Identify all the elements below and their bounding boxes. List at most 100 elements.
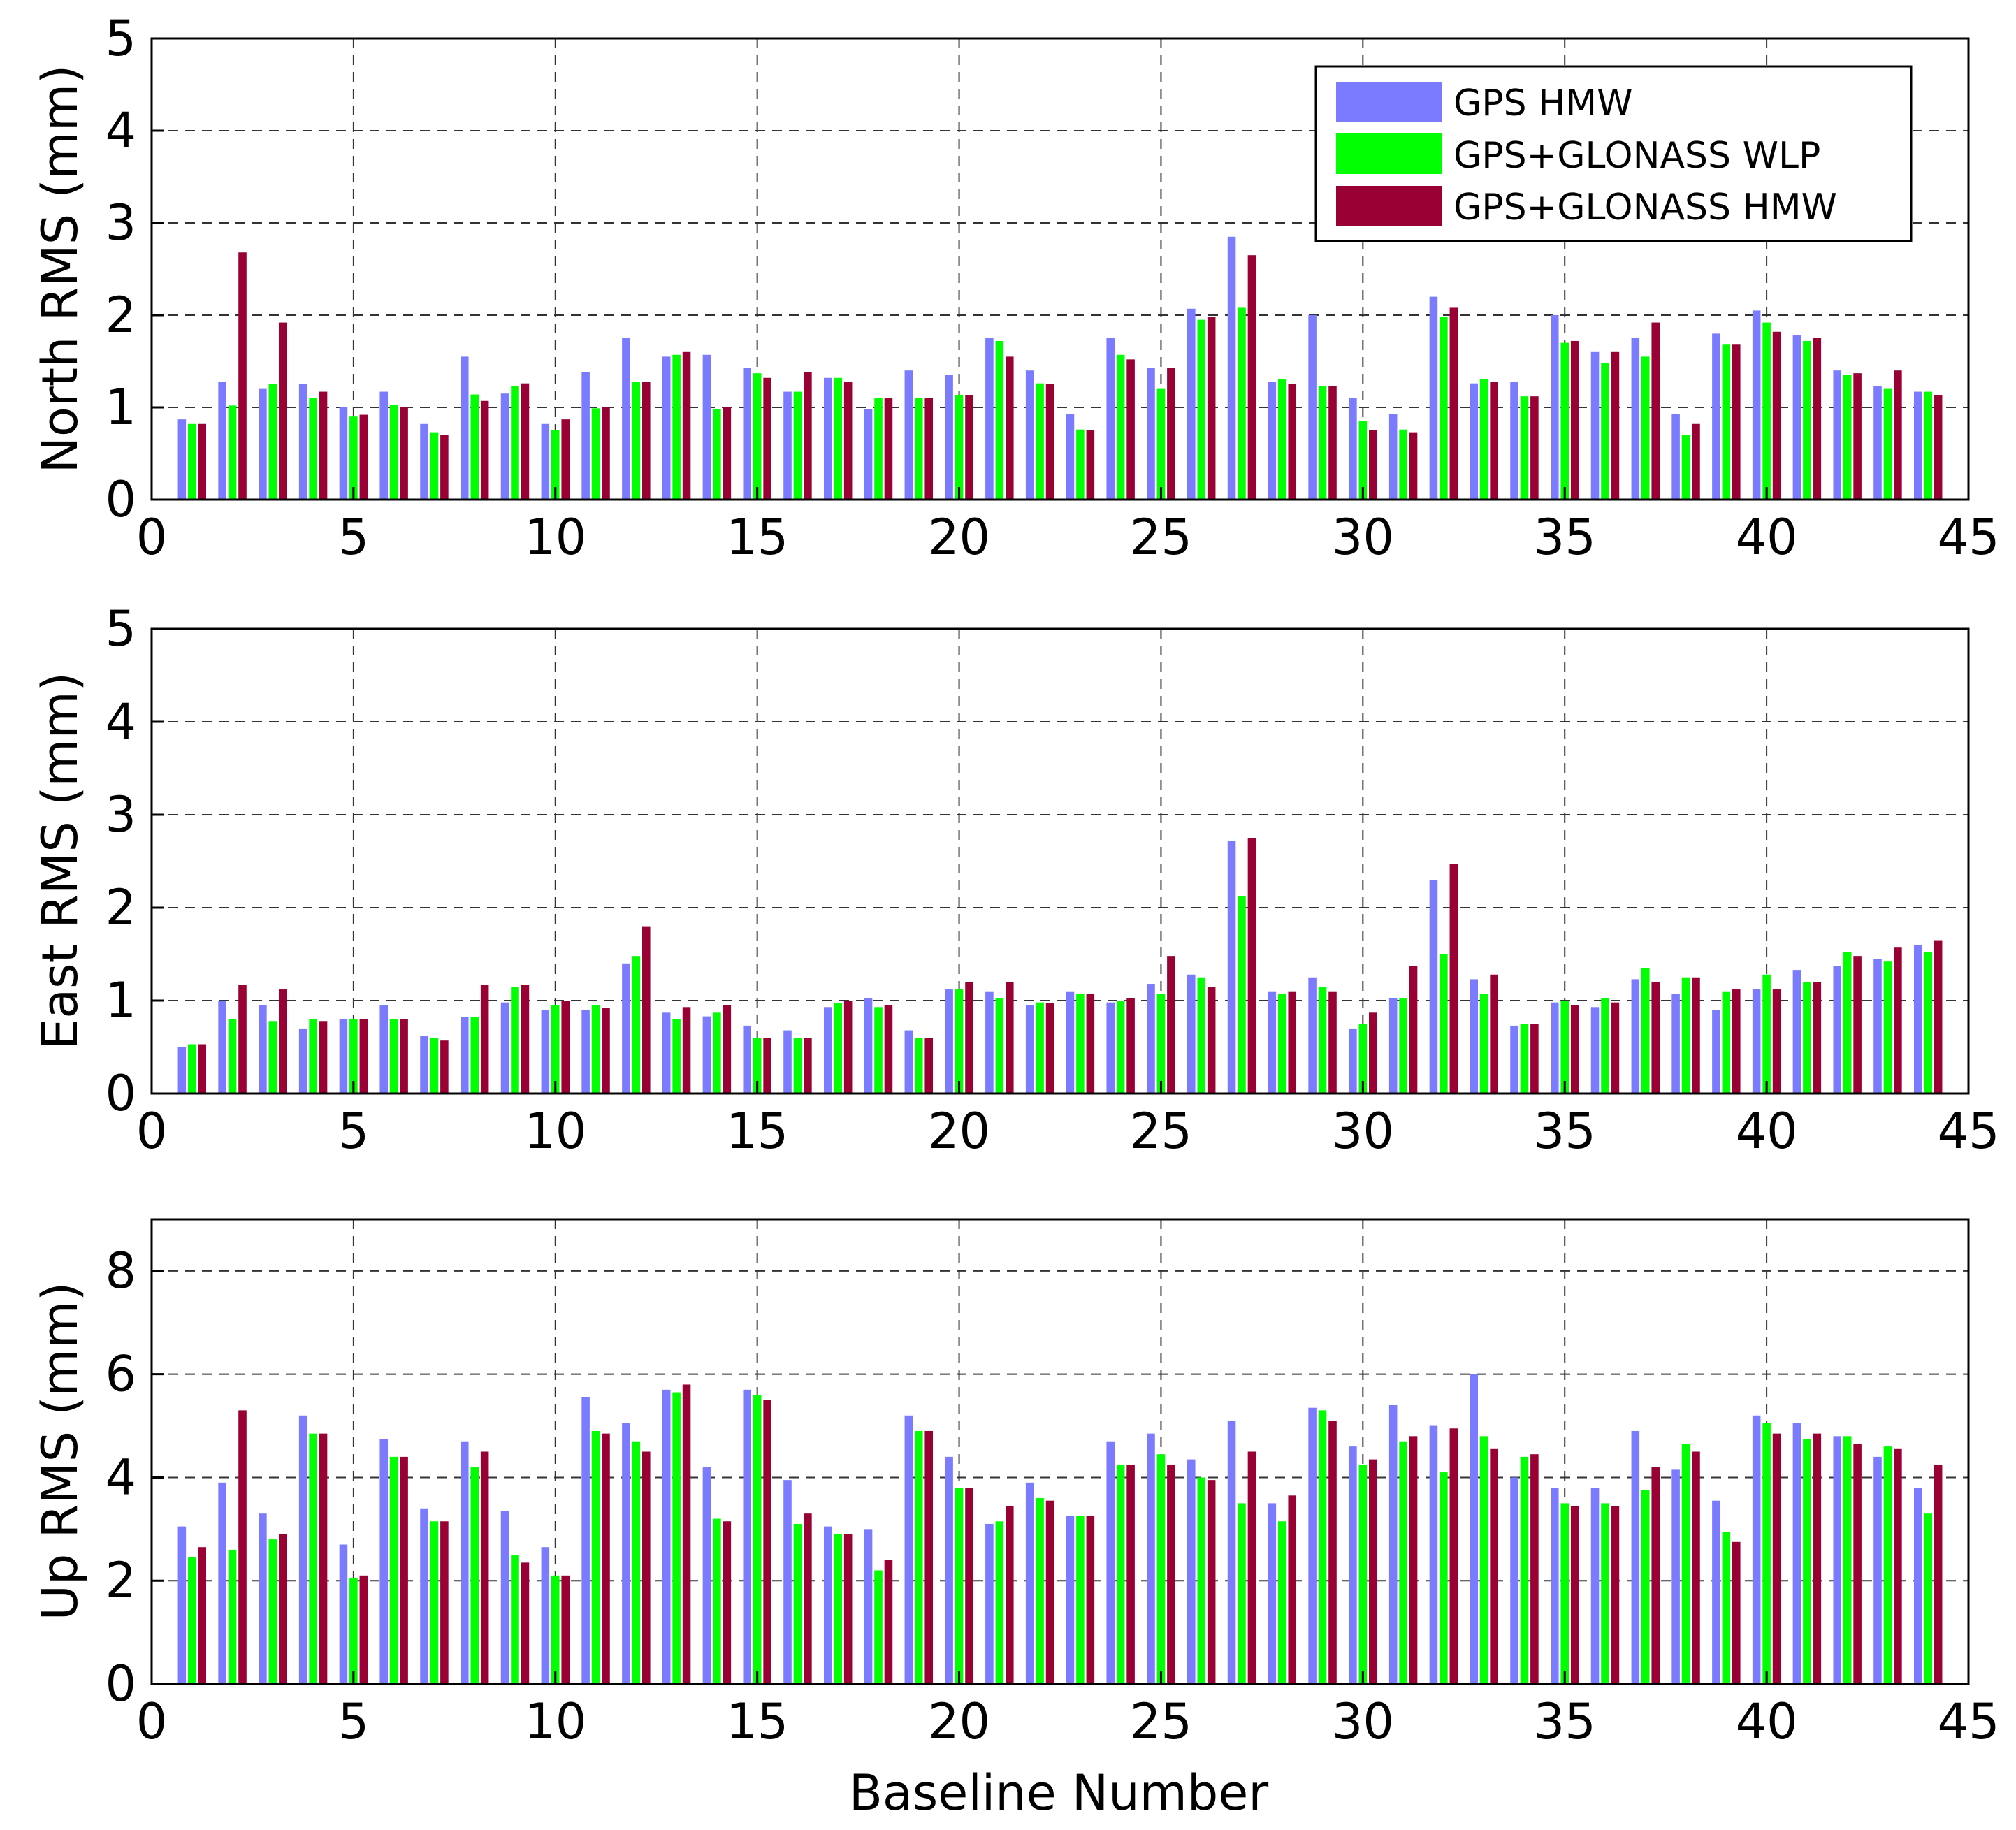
- north-bar-gps-glonass-hmw: [1288, 384, 1296, 500]
- up-bar-gps-hmw: [1187, 1459, 1196, 1684]
- north-bar-gps-glonass-wlp: [591, 408, 600, 500]
- east-bar-gps-glonass-hmw: [1611, 1002, 1620, 1094]
- up-bar-gps-glonass-hmw: [1167, 1464, 1175, 1684]
- north-ytick-label: 5: [105, 10, 136, 67]
- east-bar-gps-glonass-hmw: [1813, 982, 1822, 1094]
- east-bar-gps-glonass-wlp: [1238, 896, 1246, 1094]
- north-bar-gps-glonass-hmw: [561, 419, 570, 500]
- east-bar-gps-glonass-wlp: [1278, 994, 1286, 1094]
- up-bar-gps-glonass-hmw: [1530, 1454, 1539, 1684]
- north-bar-gps-glonass-hmw: [1409, 432, 1418, 500]
- east-bar-gps-glonass-hmw: [1288, 991, 1296, 1094]
- up-bar-gps-glonass-wlp: [470, 1467, 479, 1684]
- north-bar-gps-glonass-wlp: [228, 405, 237, 500]
- north-bar-gps-glonass-wlp: [1156, 388, 1166, 500]
- east-bar-gps-glonass-wlp: [1681, 977, 1690, 1094]
- up-bar-gps-glonass-wlp: [551, 1575, 560, 1684]
- north-bar-gps-hmw: [339, 407, 348, 500]
- north-bar-gps-glonass-hmw: [965, 395, 973, 500]
- north-bar-gps-glonass-wlp: [672, 354, 681, 500]
- north-xtick-label: 25: [1130, 509, 1192, 566]
- north-bar-gps-glonass-wlp: [309, 398, 317, 500]
- east-bar-gps-glonass-wlp: [632, 956, 641, 1094]
- east-bar-gps-glonass-wlp: [551, 1005, 560, 1094]
- east-bar-gps-glonass-hmw: [843, 1001, 853, 1094]
- north-bar-gps-glonass-wlp: [1803, 340, 1811, 500]
- east-bar-gps-glonass-wlp: [1803, 982, 1811, 1094]
- up-rms-xlabel: Baseline Number: [849, 1764, 1268, 1822]
- north-bar-gps-glonass-hmw: [602, 407, 610, 500]
- north-bar-gps-hmw: [1268, 382, 1277, 500]
- up-bar-gps-glonass-hmw: [440, 1521, 449, 1684]
- up-bar-gps-hmw: [218, 1482, 226, 1684]
- east-bar-gps-glonass-hmw: [1086, 994, 1095, 1094]
- up-xtick-label: 0: [136, 1693, 168, 1750]
- legend-label-gps-glonass-hmw: GPS+GLONASS HMW: [1453, 187, 1837, 228]
- north-bar-gps-glonass-wlp: [713, 409, 721, 500]
- east-bar-gps-hmw: [1106, 1002, 1115, 1094]
- east-bar-gps-hmw: [177, 1047, 187, 1094]
- east-bar-gps-glonass-wlp: [1197, 977, 1205, 1094]
- east-bar-gps-glonass-hmw: [1006, 982, 1014, 1094]
- east-ytick-label: 3: [105, 786, 136, 843]
- up-bar-gps-hmw: [1873, 1456, 1882, 1684]
- up-bar-gps-glonass-wlp: [1156, 1454, 1166, 1684]
- up-bar-gps-glonass-wlp: [591, 1430, 600, 1684]
- up-bar-gps-glonass-wlp: [1076, 1516, 1085, 1684]
- north-bar-gps-glonass-wlp: [1520, 396, 1529, 500]
- north-ytick-label: 3: [105, 194, 136, 252]
- east-bar-gps-glonass-wlp: [955, 989, 964, 1094]
- north-bar-gps-hmw: [1227, 236, 1236, 500]
- up-bar-gps-glonass-wlp: [1399, 1441, 1407, 1684]
- east-xtick-label: 5: [338, 1103, 370, 1160]
- east-bar-gps-hmw: [1268, 991, 1277, 1094]
- east-bar-gps-glonass-hmw: [521, 985, 530, 1094]
- up-bar-gps-hmw: [339, 1544, 348, 1684]
- north-bar-gps-hmw: [461, 356, 469, 500]
- north-bar-gps-glonass-hmw: [1167, 368, 1175, 500]
- east-bar-gps-hmw: [1388, 998, 1398, 1094]
- up-bar-gps-glonass-wlp: [1681, 1444, 1690, 1684]
- up-bar-gps-glonass-wlp: [632, 1441, 641, 1684]
- north-xtick-label: 10: [524, 509, 586, 566]
- east-bar-gps-hmw: [702, 1016, 711, 1094]
- north-bar-gps-glonass-wlp: [1883, 388, 1892, 500]
- north-bar-gps-glonass-wlp: [430, 432, 439, 500]
- east-bar-gps-glonass-wlp: [672, 1019, 681, 1094]
- north-bar-gps-hmw: [420, 423, 428, 500]
- east-bar-gps-glonass-hmw: [1369, 1012, 1377, 1094]
- north-bar-gps-glonass-hmw: [1086, 430, 1095, 500]
- east-bar-gps-glonass-hmw: [1449, 864, 1458, 1094]
- east-bar-gps-glonass-hmw: [561, 1001, 570, 1094]
- east-bar-gps-hmw: [1873, 959, 1882, 1094]
- east-bar-gps-glonass-hmw: [1651, 982, 1660, 1094]
- up-bar-gps-hmw: [1631, 1430, 1640, 1684]
- east-bar-gps-hmw: [1914, 945, 1922, 1094]
- east-bar-gps-glonass-hmw: [1853, 956, 1862, 1094]
- east-bar-gps-glonass-hmw: [1126, 998, 1135, 1094]
- east-bar-gps-glonass-hmw: [1045, 1003, 1054, 1094]
- up-rms-plot-area: 0 5 10 15 20 25 30 35 40 45 0 2 4 6 8: [105, 1218, 2000, 1750]
- north-bar-gps-glonass-hmw: [400, 407, 408, 500]
- up-bar-gps-glonass-hmw: [1449, 1428, 1458, 1684]
- up-bar-gps-glonass-hmw: [238, 1410, 247, 1684]
- up-bar-gps-glonass-wlp: [955, 1488, 964, 1684]
- up-bar-gps-glonass-wlp: [753, 1395, 762, 1684]
- east-bar-gps-glonass-wlp: [430, 1038, 439, 1094]
- north-bar-gps-glonass-hmw: [440, 435, 449, 500]
- up-bar-gps-hmw: [1308, 1407, 1317, 1684]
- east-bar-gps-hmw: [783, 1030, 792, 1094]
- up-bar-gps-glonass-wlp: [1722, 1532, 1731, 1684]
- east-bar-gps-glonass-hmw: [359, 1019, 368, 1094]
- east-bar-gps-glonass-wlp: [915, 1038, 923, 1094]
- east-bar-gps-hmw: [1671, 994, 1680, 1094]
- north-bar-gps-glonass-hmw: [319, 391, 328, 500]
- north-bar-gps-glonass-hmw: [1772, 331, 1781, 500]
- east-bar-gps-glonass-wlp: [1036, 1002, 1044, 1094]
- north-bar-gps-glonass-hmw: [1328, 386, 1337, 500]
- up-bar-gps-glonass-wlp: [1520, 1456, 1529, 1684]
- north-bar-gps-glonass-hmw: [1813, 338, 1822, 500]
- north-bar-gps-glonass-hmw: [1934, 395, 1943, 500]
- north-bar-gps-hmw: [1712, 333, 1720, 500]
